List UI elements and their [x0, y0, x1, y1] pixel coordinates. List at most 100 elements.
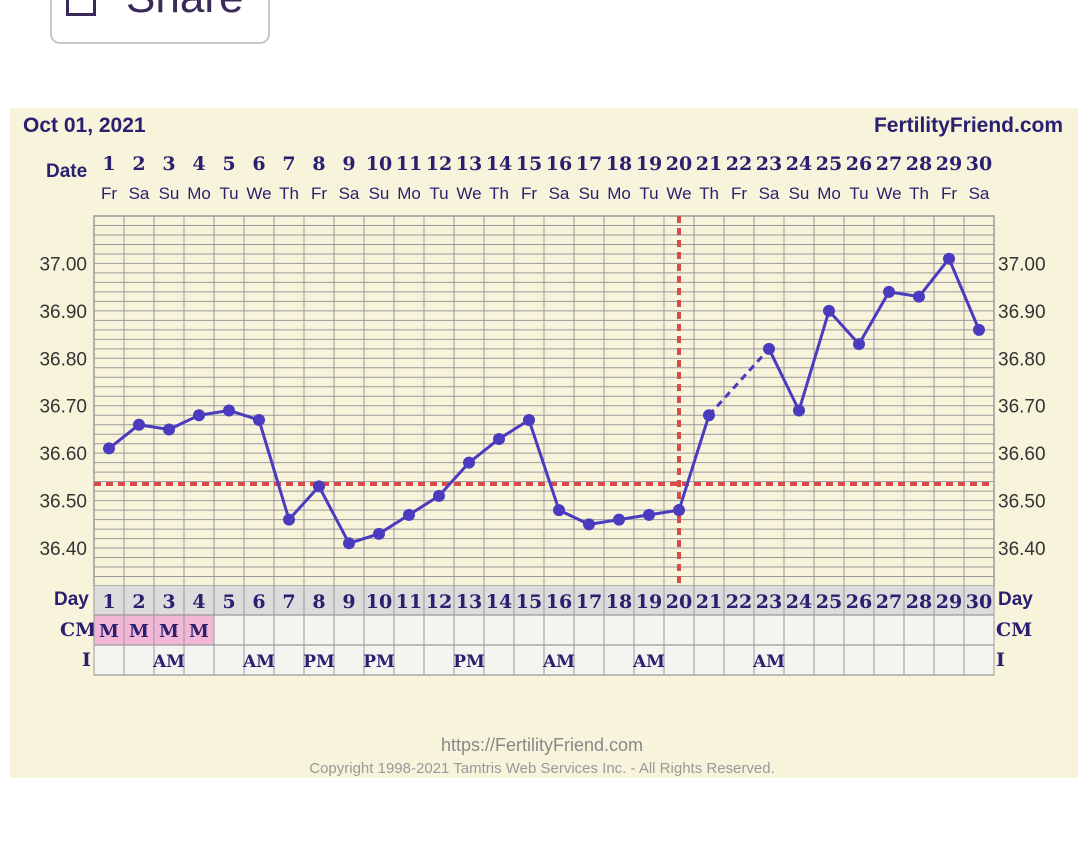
series-segment	[437, 461, 471, 497]
weekday-label: Sa	[549, 184, 570, 203]
i-label-right: I	[996, 649, 1005, 671]
day-number: 21	[696, 591, 722, 613]
day-number: 28	[906, 591, 932, 613]
day-number: 3	[162, 591, 175, 613]
weekday-label: We	[456, 184, 481, 203]
weekday-label: Sa	[339, 184, 360, 203]
intercourse-value: AM	[752, 652, 785, 672]
weekday-label: Tu	[639, 184, 658, 203]
date-number: 5	[222, 153, 235, 175]
weekday-label: Su	[579, 184, 600, 203]
y-tick-label-right: 36.80	[998, 349, 1046, 370]
weekday-label: Sa	[759, 184, 780, 203]
temperature-point	[523, 413, 535, 426]
weekday-label: Fr	[941, 184, 957, 203]
y-tick-label-right: 36.60	[998, 444, 1046, 465]
day-number: 16	[546, 591, 572, 613]
date-number: 4	[192, 153, 205, 175]
temperature-point	[823, 304, 835, 317]
footer-url[interactable]: https://FertilityFriend.com	[441, 735, 643, 755]
cm-value: M	[189, 621, 209, 642]
date-number: 22	[726, 153, 752, 175]
y-tick-label-left: 36.60	[39, 444, 87, 465]
temperature-point	[463, 456, 475, 469]
day-number: 2	[132, 591, 145, 613]
cm-label-right: CM	[996, 619, 1032, 641]
weekday-label: We	[666, 184, 691, 203]
intercourse-value: AM	[542, 652, 575, 672]
temperature-point	[553, 504, 565, 517]
weekday-label: Mo	[397, 184, 421, 203]
temperature-point	[193, 409, 205, 422]
intercourse-value: PM	[453, 652, 485, 672]
temperature-point	[703, 409, 715, 422]
share-button-label: Share	[126, 0, 243, 26]
day-number: 19	[636, 591, 662, 613]
chart-date: Oct 01, 2021	[23, 114, 146, 137]
weekday-label: We	[876, 184, 901, 203]
cm-value: M	[99, 621, 119, 642]
day-number: 10	[366, 591, 392, 613]
temperature-point	[973, 323, 985, 336]
weekday-label: Su	[369, 184, 390, 203]
temperature-point	[373, 527, 385, 540]
date-number: 6	[252, 153, 265, 175]
date-number: 15	[516, 153, 542, 175]
bbt-chart: Oct 01, 2021 FertilityFriend.com Date Da…	[23, 114, 1063, 777]
date-number: 16	[546, 153, 572, 175]
weekday-label: Fr	[521, 184, 537, 203]
day-number: 17	[576, 591, 602, 613]
share-button[interactable]: Share	[50, 0, 270, 44]
series-segment	[947, 258, 981, 331]
weekday-label: Th	[489, 184, 509, 203]
series-segment	[108, 423, 140, 450]
day-number: 29	[936, 591, 962, 613]
intercourse-value: PM	[303, 652, 335, 672]
weekday-label: Fr	[101, 184, 117, 203]
series-segment	[257, 419, 291, 521]
y-tick-label-right: 36.70	[998, 397, 1046, 418]
day-number: 24	[786, 591, 812, 613]
weekday-label: Mo	[187, 184, 211, 203]
temperature-point	[853, 338, 865, 351]
weekday-label: Tu	[849, 184, 868, 203]
temperature-point	[793, 404, 805, 417]
weekday-label: Mo	[817, 184, 841, 203]
date-number: 14	[486, 153, 512, 175]
day-label-right: Day	[998, 589, 1033, 610]
temperature-point	[133, 418, 145, 431]
day-number: 11	[396, 591, 422, 613]
temperature-point	[493, 432, 505, 445]
series-segment	[767, 348, 801, 412]
series-segment	[317, 485, 351, 545]
chart-panel: Oct 01, 2021 FertilityFriend.com Date Da…	[10, 108, 1078, 778]
day-number: 27	[876, 591, 902, 613]
series-segment	[827, 309, 861, 346]
weekday-label: Su	[159, 184, 180, 203]
y-tick-label-right: 36.40	[998, 539, 1046, 560]
date-label: Date	[46, 161, 87, 182]
cm-cell-highlight	[94, 615, 124, 645]
y-tick-label-left: 36.70	[39, 397, 87, 418]
date-number: 19	[636, 153, 662, 175]
day-number: 7	[282, 591, 295, 613]
date-number: 7	[282, 153, 295, 175]
series-segment	[527, 419, 561, 511]
date-number: 23	[756, 153, 782, 175]
weekday-label: Su	[789, 184, 810, 203]
date-number: 13	[456, 153, 482, 175]
weekday-label: Sa	[129, 184, 150, 203]
cm-cell-highlight	[124, 615, 154, 645]
series-segment-dashed	[707, 347, 771, 417]
cm-cell-highlight	[184, 615, 214, 645]
date-number: 9	[342, 153, 355, 175]
weekday-label: Th	[699, 184, 719, 203]
series-segment	[677, 414, 711, 511]
weekday-label: Sa	[969, 184, 990, 203]
weekday-label: Fr	[731, 184, 747, 203]
date-number: 17	[576, 153, 602, 175]
y-tick-label-left: 36.80	[39, 349, 87, 370]
date-number: 12	[426, 153, 452, 175]
date-number: 25	[816, 153, 842, 175]
day-number: 20	[666, 591, 692, 613]
